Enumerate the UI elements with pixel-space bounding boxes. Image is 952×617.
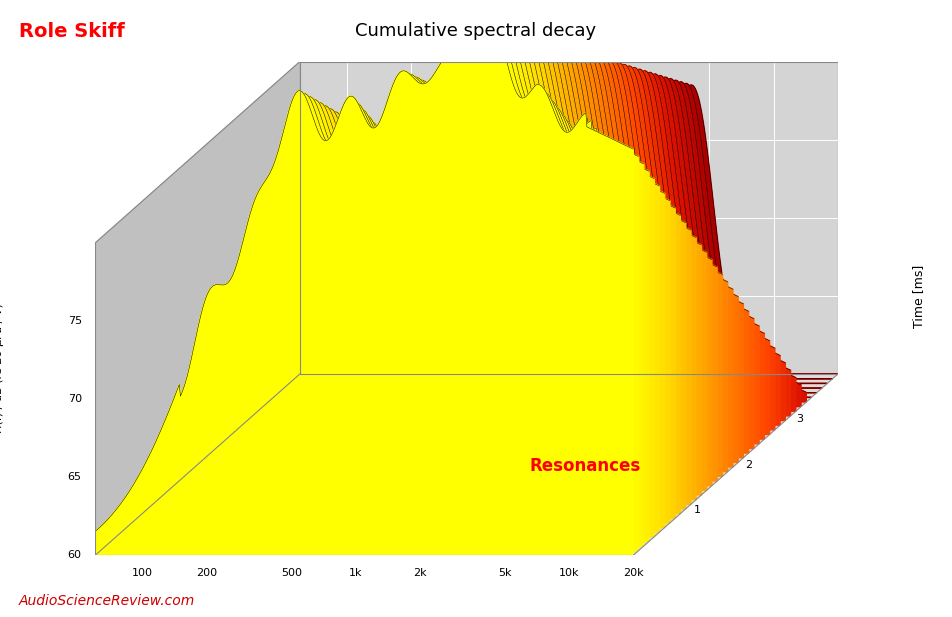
Text: 2k: 2k xyxy=(413,568,426,578)
Text: 60: 60 xyxy=(68,550,82,560)
Polygon shape xyxy=(169,45,706,491)
Polygon shape xyxy=(122,30,660,532)
Text: 2: 2 xyxy=(745,460,752,470)
Polygon shape xyxy=(148,38,685,509)
Polygon shape xyxy=(258,72,796,412)
Polygon shape xyxy=(273,77,811,397)
Polygon shape xyxy=(132,33,670,523)
Text: 200: 200 xyxy=(196,568,217,578)
Polygon shape xyxy=(127,31,664,528)
Polygon shape xyxy=(300,85,838,374)
Polygon shape xyxy=(206,56,744,458)
Text: H(f) / dB (re 20 µPa / V): H(f) / dB (re 20 µPa / V) xyxy=(0,303,4,433)
Polygon shape xyxy=(248,69,785,421)
Text: 3: 3 xyxy=(796,415,803,424)
Polygon shape xyxy=(174,46,712,486)
Polygon shape xyxy=(231,64,769,434)
Polygon shape xyxy=(101,23,639,550)
Polygon shape xyxy=(268,75,806,402)
Polygon shape xyxy=(111,27,649,541)
Polygon shape xyxy=(95,374,838,555)
Polygon shape xyxy=(279,79,817,392)
Polygon shape xyxy=(263,74,801,407)
Text: Resonances: Resonances xyxy=(530,457,642,474)
Polygon shape xyxy=(158,41,696,500)
Text: Role Skiff: Role Skiff xyxy=(19,22,125,41)
Text: Time [ms]: Time [ms] xyxy=(912,265,925,328)
Text: 100: 100 xyxy=(132,568,153,578)
Polygon shape xyxy=(189,51,727,471)
Text: Cumulative spectral decay: Cumulative spectral decay xyxy=(355,22,597,39)
Polygon shape xyxy=(153,40,691,504)
Polygon shape xyxy=(294,83,832,379)
Polygon shape xyxy=(200,55,738,462)
Polygon shape xyxy=(95,21,633,555)
Text: AudioScienceReview.com: AudioScienceReview.com xyxy=(19,594,195,608)
Polygon shape xyxy=(284,80,822,388)
Text: 500: 500 xyxy=(281,568,302,578)
Polygon shape xyxy=(216,60,754,449)
Polygon shape xyxy=(95,62,300,555)
Polygon shape xyxy=(300,62,838,374)
Text: 65: 65 xyxy=(68,472,82,482)
Polygon shape xyxy=(185,50,723,476)
Polygon shape xyxy=(237,66,775,430)
Polygon shape xyxy=(227,63,764,439)
Text: 20k: 20k xyxy=(623,568,644,578)
Text: 1: 1 xyxy=(694,505,701,515)
Polygon shape xyxy=(179,48,717,481)
Polygon shape xyxy=(210,58,748,453)
Text: 5k: 5k xyxy=(498,568,511,578)
Polygon shape xyxy=(116,28,654,537)
Text: 75: 75 xyxy=(68,316,82,326)
Polygon shape xyxy=(143,36,681,513)
Polygon shape xyxy=(289,82,827,383)
Polygon shape xyxy=(106,25,644,546)
Polygon shape xyxy=(137,35,675,518)
Polygon shape xyxy=(221,61,759,444)
Text: 70: 70 xyxy=(68,394,82,404)
Polygon shape xyxy=(242,67,780,425)
Polygon shape xyxy=(252,71,790,416)
Text: 1k: 1k xyxy=(349,568,363,578)
Polygon shape xyxy=(164,43,702,495)
Polygon shape xyxy=(195,53,733,467)
Text: 10k: 10k xyxy=(559,568,580,578)
